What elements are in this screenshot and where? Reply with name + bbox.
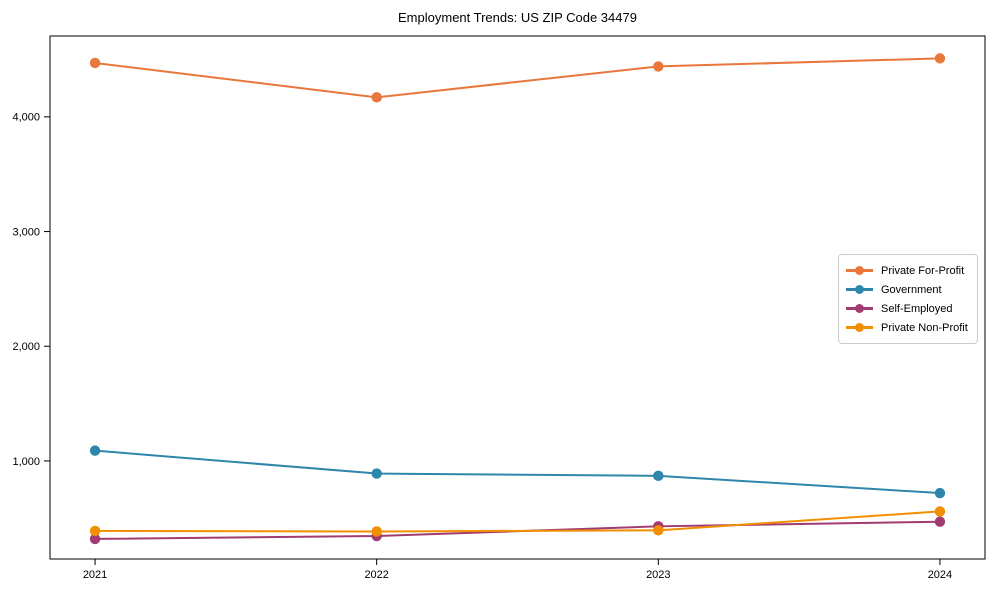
legend-item-private-for-profit: Private For-Profit xyxy=(846,261,969,280)
point-government-2024 xyxy=(934,487,946,499)
point-government-2022 xyxy=(371,468,382,479)
legend-marker-icon xyxy=(855,285,864,295)
y-tick-label-3-000: 3,000 xyxy=(12,226,40,238)
y-tick-label-4-000: 4,000 xyxy=(12,112,40,124)
line-series-government xyxy=(94,449,941,495)
legend-item-private-non-profit: Private Non-Profit xyxy=(846,318,969,337)
legend-item-self-employed: Self-Employed xyxy=(846,299,969,318)
chart-title: Employment Trends: US ZIP Code 34479 xyxy=(398,10,637,25)
legend-marker-icon xyxy=(855,304,864,314)
point-private-for-profit-2022 xyxy=(371,92,382,103)
y-tick-label-2-000: 2,000 xyxy=(12,341,40,353)
line-series-private-non-profit xyxy=(94,510,941,533)
legend-marker-icon xyxy=(855,323,864,333)
x-tick-label-2023: 2023 xyxy=(646,569,670,581)
point-private-for-profit-2024 xyxy=(934,53,946,64)
x-tick-label-2021: 2021 xyxy=(83,569,107,581)
point-government-2023 xyxy=(653,470,664,482)
y-tick-label-1-000: 1,000 xyxy=(12,456,40,468)
point-private-for-profit-2021 xyxy=(89,57,101,69)
x-tick-label-2022: 2022 xyxy=(364,569,388,581)
point-private-non-profit-2022 xyxy=(371,526,382,537)
line-series-private-for-profit xyxy=(94,57,941,99)
point-self-employed-2021 xyxy=(89,533,101,545)
legend-label-private-non-profit: Private Non-Profit xyxy=(881,321,968,334)
point-private-non-profit-2024 xyxy=(934,506,946,517)
plot-frame xyxy=(49,35,986,560)
point-private-non-profit-2021 xyxy=(89,525,101,537)
legend-marker-icon xyxy=(855,266,864,276)
legend-label-government: Government xyxy=(881,283,942,296)
legend-line-icon xyxy=(846,323,873,333)
point-private-non-profit-2023 xyxy=(653,525,664,536)
legend-line-icon xyxy=(846,285,873,295)
legend: Private For-Profit Government Self-Employe… xyxy=(838,254,978,344)
point-self-employed-2024 xyxy=(934,516,946,527)
legend-line-icon xyxy=(846,304,873,314)
point-government-2021 xyxy=(89,445,101,456)
x-tick-label-2024: 2024 xyxy=(928,569,952,581)
legend-label-self-employed: Self-Employed xyxy=(881,302,953,315)
point-private-for-profit-2023 xyxy=(653,61,664,72)
legend-line-icon xyxy=(846,266,873,276)
legend-label-private-for-profit: Private For-Profit xyxy=(881,264,965,277)
legend-item-government: Government xyxy=(846,280,969,299)
